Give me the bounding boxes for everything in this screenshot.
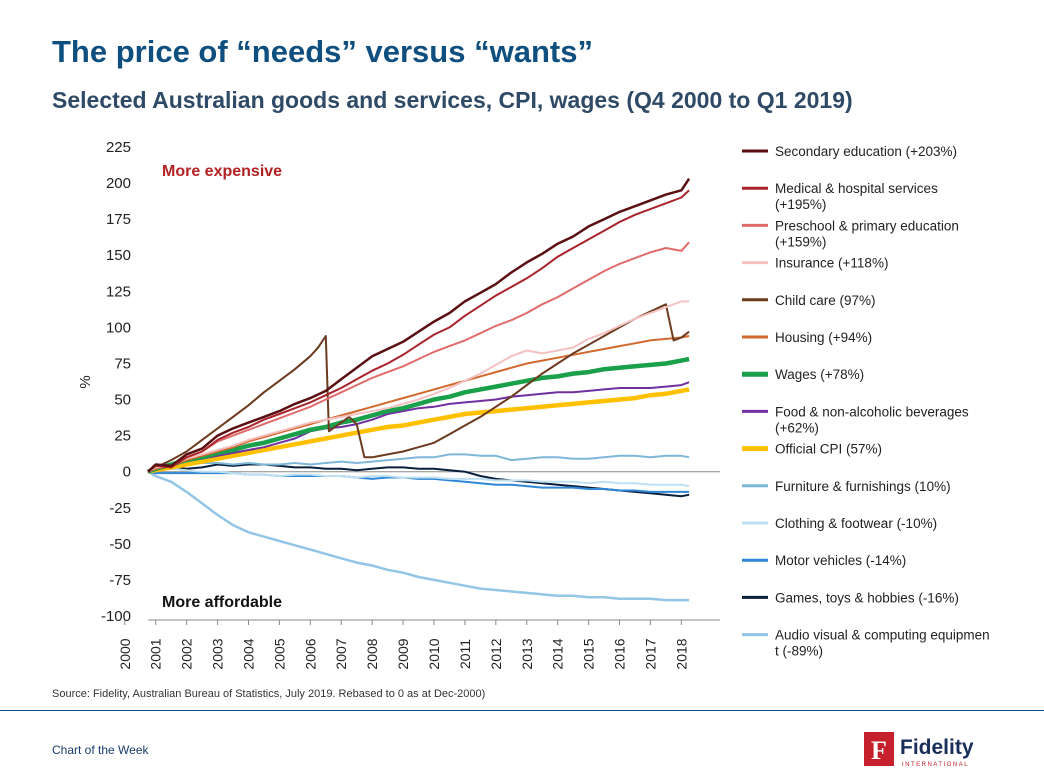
series-line <box>147 381 690 473</box>
legend-label-line: (+62%) <box>775 420 819 435</box>
x-tick-label: 2009 <box>395 638 411 669</box>
series-line <box>147 335 690 473</box>
x-tick-label: 2016 <box>612 638 628 669</box>
legend-label: Furniture & furnishings (10%) <box>775 479 951 494</box>
x-tick-label: 2014 <box>550 638 566 669</box>
series-line <box>147 356 690 474</box>
legend-label: Child care (97%) <box>775 293 876 308</box>
legend-label-line: (+195%) <box>775 197 826 212</box>
legend-label: Insurance (+118%) <box>775 256 888 271</box>
legend-label-line: Audio visual & computing equipmen <box>775 628 990 643</box>
series-line <box>147 189 690 473</box>
logo-mark-icon <box>864 732 894 766</box>
x-tick-label: 2003 <box>210 638 226 669</box>
chart-legend: Secondary education (+203%) Medical & hos… <box>742 144 990 659</box>
x-tick-label: 2011 <box>457 639 473 669</box>
legend-label: Medical & hospital services (+195%) <box>775 181 938 212</box>
x-tick-label: 2002 <box>179 638 195 669</box>
x-tick-label: 2018 <box>673 638 689 669</box>
logo-subtext: INTERNATIONAL <box>902 762 969 768</box>
x-tick-label: 2001 <box>148 638 164 669</box>
legend-label-line: (+159%) <box>775 234 826 249</box>
series-line <box>147 467 690 488</box>
y-tick-label: 225 <box>106 139 131 156</box>
legend-label: Official CPI (57%) <box>775 442 882 457</box>
x-tick-label: 2005 <box>271 638 287 669</box>
y-axis-label: % <box>77 375 94 388</box>
y-tick-label: -75 <box>109 572 131 589</box>
line-chart: -100 -75 -50 -25 0 25 50 75 100 125 150 175 200 225% 2… <box>77 139 990 670</box>
x-tick-label: 2017 <box>642 638 658 669</box>
series-line <box>147 463 690 498</box>
legend-label: Food & non-alcoholic beverages (+62%) <box>775 404 969 435</box>
chart-axes: -100 -75 -50 -25 0 25 50 75 100 125 150 175 200 225% 2… <box>77 139 720 670</box>
series-line <box>147 178 691 473</box>
legend-label: Motor vehicles (-14%) <box>775 553 906 568</box>
legend-label: Housing (+94%) <box>775 330 872 345</box>
series-line <box>147 303 690 473</box>
legend-label-line: Food & non-alcoholic beverages <box>775 404 969 419</box>
legend-label: Clothing & footwear (-10%) <box>775 516 937 531</box>
x-tick-label: 2006 <box>302 638 318 669</box>
page-subtitle: Selected Australian goods and services, … <box>52 87 853 113</box>
chart-annotations: More expensive More affordable <box>162 163 282 611</box>
y-tick-label: 125 <box>106 283 131 300</box>
footer-divider <box>0 710 1044 711</box>
legend-label: Games, toys & hobbies (-16%) <box>775 590 959 605</box>
annotation-more-affordable: More affordable <box>162 594 282 611</box>
series-line <box>147 453 690 473</box>
fidelity-logo: F Fidelity INTERNATIONAL <box>864 732 974 768</box>
y-tick-label: 200 <box>106 175 131 192</box>
y-tick-label: 25 <box>114 428 131 445</box>
series-line <box>147 241 690 473</box>
chart-series <box>147 178 691 602</box>
legend-label: Audio visual & computing equipmen t (-89%… <box>775 628 990 659</box>
y-tick-label: 175 <box>106 211 131 228</box>
legend-label: Wages (+78%) <box>775 367 864 382</box>
x-tick-label: 2000 <box>117 638 133 669</box>
series-line <box>147 387 690 474</box>
y-tick-label: -25 <box>109 500 131 517</box>
legend-label-line: t (-89%) <box>775 644 823 659</box>
x-tick-label: 2007 <box>333 638 349 669</box>
y-tick-label: 150 <box>106 247 131 264</box>
logo-wordmark: Fidelity <box>900 736 974 759</box>
y-tick-label: -50 <box>109 536 131 553</box>
x-tick-label: 2004 <box>240 638 256 669</box>
logo-mark-letter: F <box>871 736 887 765</box>
legend-label-line: Medical & hospital services <box>775 181 938 196</box>
x-tick-label: 2015 <box>581 638 597 669</box>
y-tick-label: -100 <box>101 608 131 625</box>
y-tick-label: 0 <box>123 464 131 481</box>
legend-label-line: Preschool & primary education <box>775 218 959 233</box>
x-tick-label: 2013 <box>519 638 535 669</box>
x-tick-label: 2008 <box>364 638 380 669</box>
y-tick-label: 50 <box>114 392 131 409</box>
y-tick-label: 100 <box>106 319 131 336</box>
legend-label: Secondary education (+203%) <box>775 144 957 159</box>
series-line <box>147 300 690 473</box>
x-tick-label: 2012 <box>488 638 504 669</box>
legend-label: Preschool & primary education (+159%) <box>775 218 959 249</box>
x-tick-label: 2010 <box>426 638 442 669</box>
footer-label: Chart of the Week <box>52 743 149 757</box>
annotation-more-expensive: More expensive <box>162 163 282 180</box>
source-note: Source: Fidelity, Australian Bureau of S… <box>52 688 486 700</box>
series-line <box>147 470 690 602</box>
page-title: The price of “needs” versus “wants” <box>52 34 593 69</box>
y-tick-label: 75 <box>114 355 131 372</box>
